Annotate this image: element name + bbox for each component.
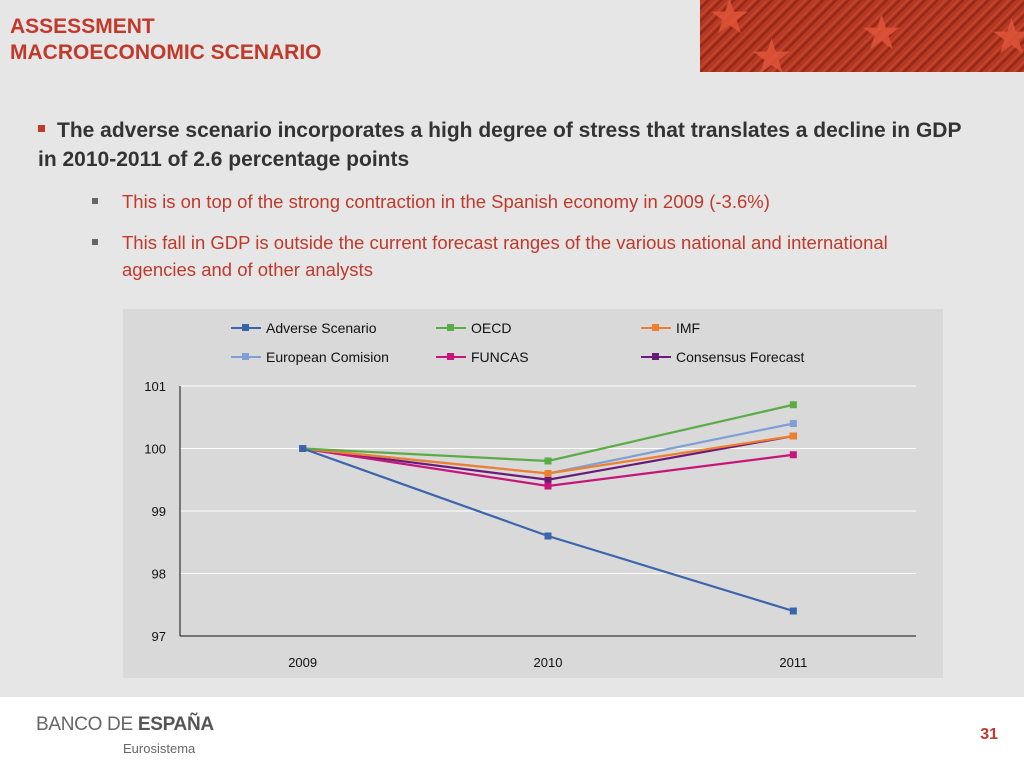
y-tick-label: 100 (144, 442, 166, 457)
data-point (544, 532, 552, 540)
legend-item: Adverse Scenario (231, 319, 377, 337)
y-tick-label: 101 (144, 379, 166, 394)
x-tick-label: 2011 (779, 655, 807, 670)
data-point (789, 420, 797, 427)
legend-swatch (641, 324, 671, 331)
x-tick-label: 2010 (534, 655, 563, 670)
sub-bullet: This fall in GDP is outside the current … (92, 229, 952, 283)
data-point (544, 482, 552, 490)
star-icon: ★ (708, 0, 752, 44)
data-point (789, 607, 797, 615)
logo-bold: ESPAÑA (137, 714, 214, 735)
legend-swatch (436, 324, 466, 331)
legend-label: Consensus Forecast (676, 349, 805, 365)
logo-prefix: BANCO DE (36, 714, 138, 735)
data-point (789, 432, 797, 440)
bank-logo: BANCO DE ESPAÑA (36, 714, 214, 736)
legend-swatch (231, 324, 261, 331)
page-number: 31 (980, 726, 998, 743)
bullet-square-icon (38, 125, 45, 132)
sub-bullet-text: This is on top of the strong contraction… (122, 191, 770, 212)
slide-title-line2: MACROECONOMIC SCENARIO (10, 41, 322, 64)
legend-item: FUNCAS (436, 348, 529, 366)
header-flag-banner: ★ ★ ★ ★ (700, 0, 1024, 72)
slide-title-line1: ASSESSMENT (10, 15, 155, 38)
x-tick-label: 2009 (288, 655, 317, 670)
data-point (789, 401, 797, 409)
series-line (302, 403, 794, 463)
star-icon: ★ (990, 11, 1024, 64)
star-icon: ★ (860, 7, 904, 60)
data-point (544, 476, 552, 484)
legend-swatch (641, 353, 671, 360)
bullet-square-icon (92, 239, 98, 245)
chart-plot: 101 100 99 98 97 2009 2010 2011 (144, 379, 916, 670)
main-bullet-text: The adverse scenario incorporates a high… (38, 119, 962, 171)
data-point (789, 451, 797, 459)
bullet-square-icon (92, 198, 98, 204)
legend-label: IMF (676, 320, 701, 336)
y-tick-label: 97 (152, 629, 166, 644)
y-tick-label: 99 (152, 504, 166, 519)
legend-swatch (231, 353, 261, 360)
legend-label: Adverse Scenario (266, 320, 377, 336)
logo-subtitle: Eurosistema (123, 741, 196, 756)
legend-label: FUNCAS (471, 349, 529, 365)
data-point (544, 470, 552, 477)
legend-item: OECD (436, 319, 511, 337)
legend-label: European Comision (266, 349, 389, 365)
data-point (544, 457, 552, 465)
data-point (299, 445, 307, 452)
legend-item: Consensus Forecast (641, 348, 804, 366)
sub-bullet-text: This fall in GDP is outside the current … (122, 232, 888, 280)
footer: BANCO DE ESPAÑA Eurosistema 31 (0, 697, 1024, 768)
legend-item: European Comision (231, 348, 389, 366)
gdp-line-chart: Adverse Scenario OECD IMF European Comision… (123, 309, 943, 678)
star-icon: ★ (750, 31, 794, 73)
legend-label: OECD (471, 320, 512, 336)
sub-bullet: This is on top of the strong contraction… (92, 188, 952, 215)
legend-swatch (436, 353, 466, 360)
series-line (302, 434, 794, 475)
slide-title: ASSESSMENT MACROECONOMIC SCENARIO (10, 14, 322, 66)
legend-item: IMF (641, 319, 700, 337)
main-bullet: The adverse scenario incorporates a high… (38, 116, 968, 174)
y-tick-label: 98 (152, 567, 166, 582)
chart-legend: Adverse Scenario OECD IMF European Comision… (123, 309, 943, 379)
